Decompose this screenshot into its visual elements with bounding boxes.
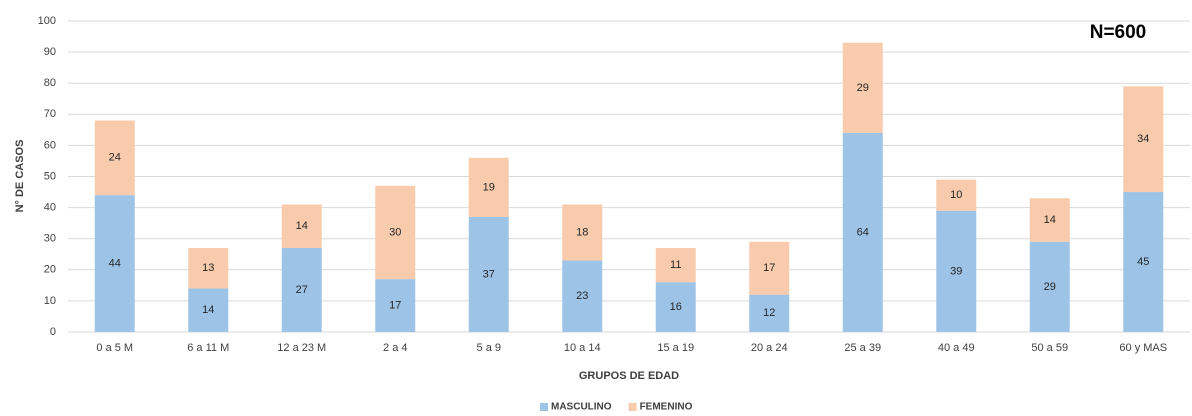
data-label: 29 (1044, 281, 1056, 293)
x-tick-label: 12 a 23 M (277, 342, 326, 354)
data-label: 17 (763, 262, 775, 274)
data-label: 16 (670, 301, 682, 313)
x-tick-label: 20 a 24 (751, 342, 788, 354)
bar-segment (842, 132, 883, 332)
y-tick-label: 40 (44, 202, 56, 214)
data-label: 14 (202, 304, 214, 316)
x-axis-label: GRUPOS DE EDAD (579, 370, 679, 382)
bar-segment (468, 216, 509, 332)
bar-segment (375, 185, 416, 280)
data-label: 37 (483, 268, 495, 280)
data-label: 30 (389, 226, 401, 238)
y-tick-label: 30 (44, 233, 56, 245)
y-tick-label: 0 (50, 326, 56, 338)
y-axis-label: N° DE CASOS (14, 140, 26, 213)
data-label: 64 (857, 226, 869, 238)
y-tick-label: 10 (44, 295, 56, 307)
x-tick-label: 60 y MAS (1119, 342, 1167, 354)
bar-segment (468, 157, 509, 217)
legend-swatch (540, 403, 548, 411)
bar-segment (1123, 192, 1164, 332)
y-tick-label: 20 (44, 264, 56, 276)
legend-swatch (628, 403, 637, 411)
y-tick-label: 70 (44, 108, 56, 120)
x-tick-label: 25 a 39 (844, 342, 881, 354)
data-label: 11 (670, 259, 681, 271)
y-tick-label: 60 (44, 139, 56, 151)
legend-label: MASCULINO (551, 402, 612, 413)
y-tick-label: 90 (44, 46, 56, 58)
x-tick-label: 40 a 49 (938, 342, 975, 354)
data-label: 29 (857, 82, 869, 94)
data-label: 34 (1137, 133, 1149, 145)
bar-segment (562, 204, 603, 261)
bar-segment (655, 248, 696, 283)
y-tick-label: 50 (44, 170, 56, 182)
bar-segment (188, 248, 229, 289)
x-tick-label: 0 a 5 M (96, 342, 133, 354)
data-label: 39 (950, 265, 962, 277)
data-label: 14 (1044, 214, 1056, 226)
bar-segment (1029, 241, 1070, 332)
bar-segment (281, 248, 322, 332)
bar-segment (936, 179, 977, 211)
annotation: N=600 (1090, 22, 1147, 43)
x-tick-label: 5 a 9 (477, 342, 501, 354)
bar-segment (749, 241, 790, 295)
data-label: 45 (1137, 256, 1149, 268)
bar-segment (1029, 198, 1070, 242)
bar-segment (749, 294, 790, 332)
bar-segment (655, 282, 696, 332)
data-label: 12 (763, 307, 775, 319)
data-label: 24 (109, 152, 121, 164)
data-label: 18 (576, 226, 588, 238)
y-tick-label: 80 (44, 77, 56, 89)
x-tick-label: 2 a 4 (383, 342, 407, 354)
bar-segment (94, 195, 135, 332)
data-label: 17 (389, 299, 401, 311)
data-label: 14 (296, 220, 308, 232)
x-tick-label: 10 a 14 (564, 342, 601, 354)
data-label: 13 (202, 262, 214, 274)
x-tick-label: 15 a 19 (657, 342, 694, 354)
bar-segment (1123, 86, 1164, 193)
data-label: 23 (576, 290, 588, 302)
bar-segment (281, 204, 322, 249)
data-label: 27 (296, 284, 308, 296)
bar-segment (562, 260, 603, 332)
bar-segment (842, 42, 883, 133)
bar-segment (936, 210, 977, 332)
legend-label: FEMENINO (640, 402, 693, 413)
data-label: 10 (950, 189, 962, 201)
data-label: 19 (483, 181, 495, 193)
data-label: 44 (109, 257, 121, 269)
bar-segment (188, 288, 229, 332)
x-tick-label: 6 a 11 M (187, 342, 229, 354)
y-tick-label: 100 (38, 15, 56, 27)
bar-segment (375, 279, 416, 332)
x-tick-label: 50 a 59 (1031, 342, 1068, 354)
bar-segment (94, 120, 135, 196)
